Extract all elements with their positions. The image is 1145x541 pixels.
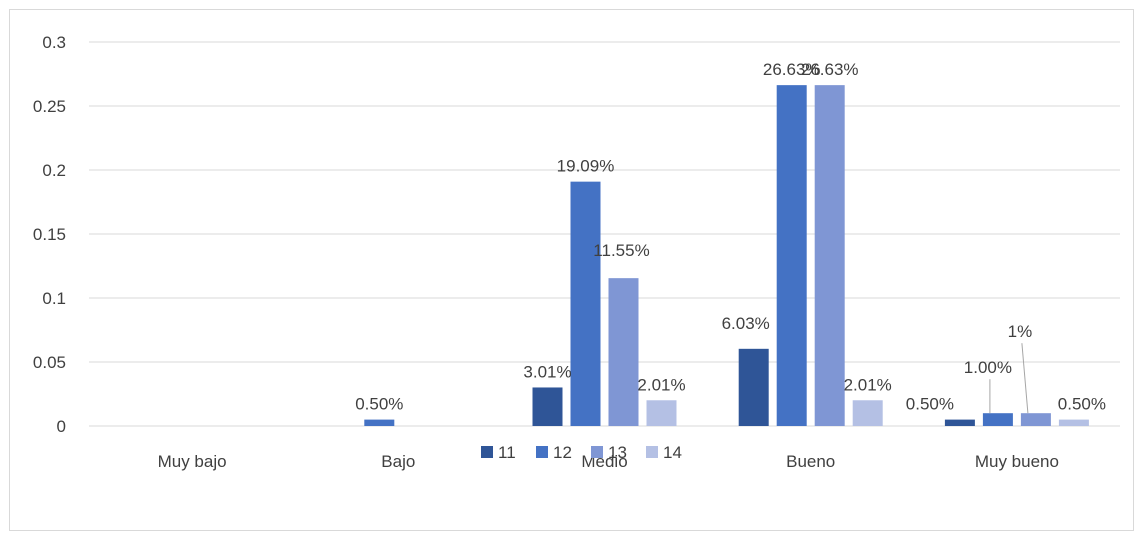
legend-label: 11 bbox=[498, 443, 516, 462]
bar bbox=[738, 348, 769, 426]
y-tick-label: 0 bbox=[57, 417, 66, 436]
bar bbox=[570, 181, 601, 426]
data-label: 1.00% bbox=[964, 358, 1012, 377]
data-label: 26.63% bbox=[801, 60, 859, 79]
bar bbox=[364, 419, 395, 426]
legend-swatch bbox=[481, 446, 493, 458]
leader-lines bbox=[989, 343, 1029, 414]
y-tick-label: 0.3 bbox=[42, 33, 66, 52]
y-axis: 0 0.05 0.1 0.15 0.2 0.25 0.3 bbox=[33, 33, 66, 436]
bar bbox=[776, 85, 807, 427]
bar bbox=[944, 419, 975, 426]
data-label: 0.50% bbox=[355, 395, 403, 414]
bars bbox=[364, 85, 1089, 427]
data-label: 6.03% bbox=[722, 314, 770, 333]
x-axis: Muy bajo Bajo Medio Bueno Muy bueno bbox=[158, 452, 1059, 471]
legend-label: 13 bbox=[608, 443, 627, 462]
data-label: 11.55% bbox=[593, 241, 649, 260]
y-tick-label: 0.25 bbox=[33, 97, 66, 116]
bar bbox=[982, 413, 1013, 426]
data-label: 0.50% bbox=[1058, 395, 1106, 414]
x-tick-label: Bueno bbox=[786, 452, 835, 471]
y-tick-label: 0.1 bbox=[42, 289, 66, 308]
bar bbox=[646, 400, 677, 426]
bar bbox=[1020, 413, 1051, 426]
legend-swatch bbox=[646, 446, 658, 458]
leader-line bbox=[1021, 343, 1029, 414]
bar bbox=[608, 278, 639, 426]
bar bbox=[532, 387, 563, 426]
data-label: 1% bbox=[1008, 322, 1033, 341]
legend-label: 14 bbox=[663, 443, 682, 462]
data-labels: 0.50% 3.01% 19.09% 11.55% 2.01% 6.03% 26.63%26… bbox=[355, 60, 1106, 413]
y-tick-label: 0.2 bbox=[42, 161, 66, 180]
legend-swatch bbox=[536, 446, 548, 458]
x-tick-label: Muy bueno bbox=[975, 452, 1059, 471]
data-label: 2.01% bbox=[637, 375, 685, 394]
y-tick-label: 0.15 bbox=[33, 225, 66, 244]
x-tick-label: Muy bajo bbox=[158, 452, 227, 471]
data-label: 2.01% bbox=[844, 375, 892, 394]
data-label: 0.50% bbox=[906, 395, 954, 414]
legend-swatch bbox=[591, 446, 603, 458]
bar bbox=[852, 400, 883, 426]
legend-label: 12 bbox=[553, 443, 572, 462]
data-label: 19.09% bbox=[557, 157, 615, 176]
y-tick-label: 0.05 bbox=[33, 353, 66, 372]
bar bbox=[814, 85, 845, 427]
data-label: 3.01% bbox=[523, 362, 571, 381]
x-tick-label: Bajo bbox=[381, 452, 415, 471]
bar bbox=[1058, 419, 1089, 426]
data-label: 26.63% bbox=[763, 60, 821, 79]
legend: 11 12 13 14 bbox=[481, 443, 682, 462]
